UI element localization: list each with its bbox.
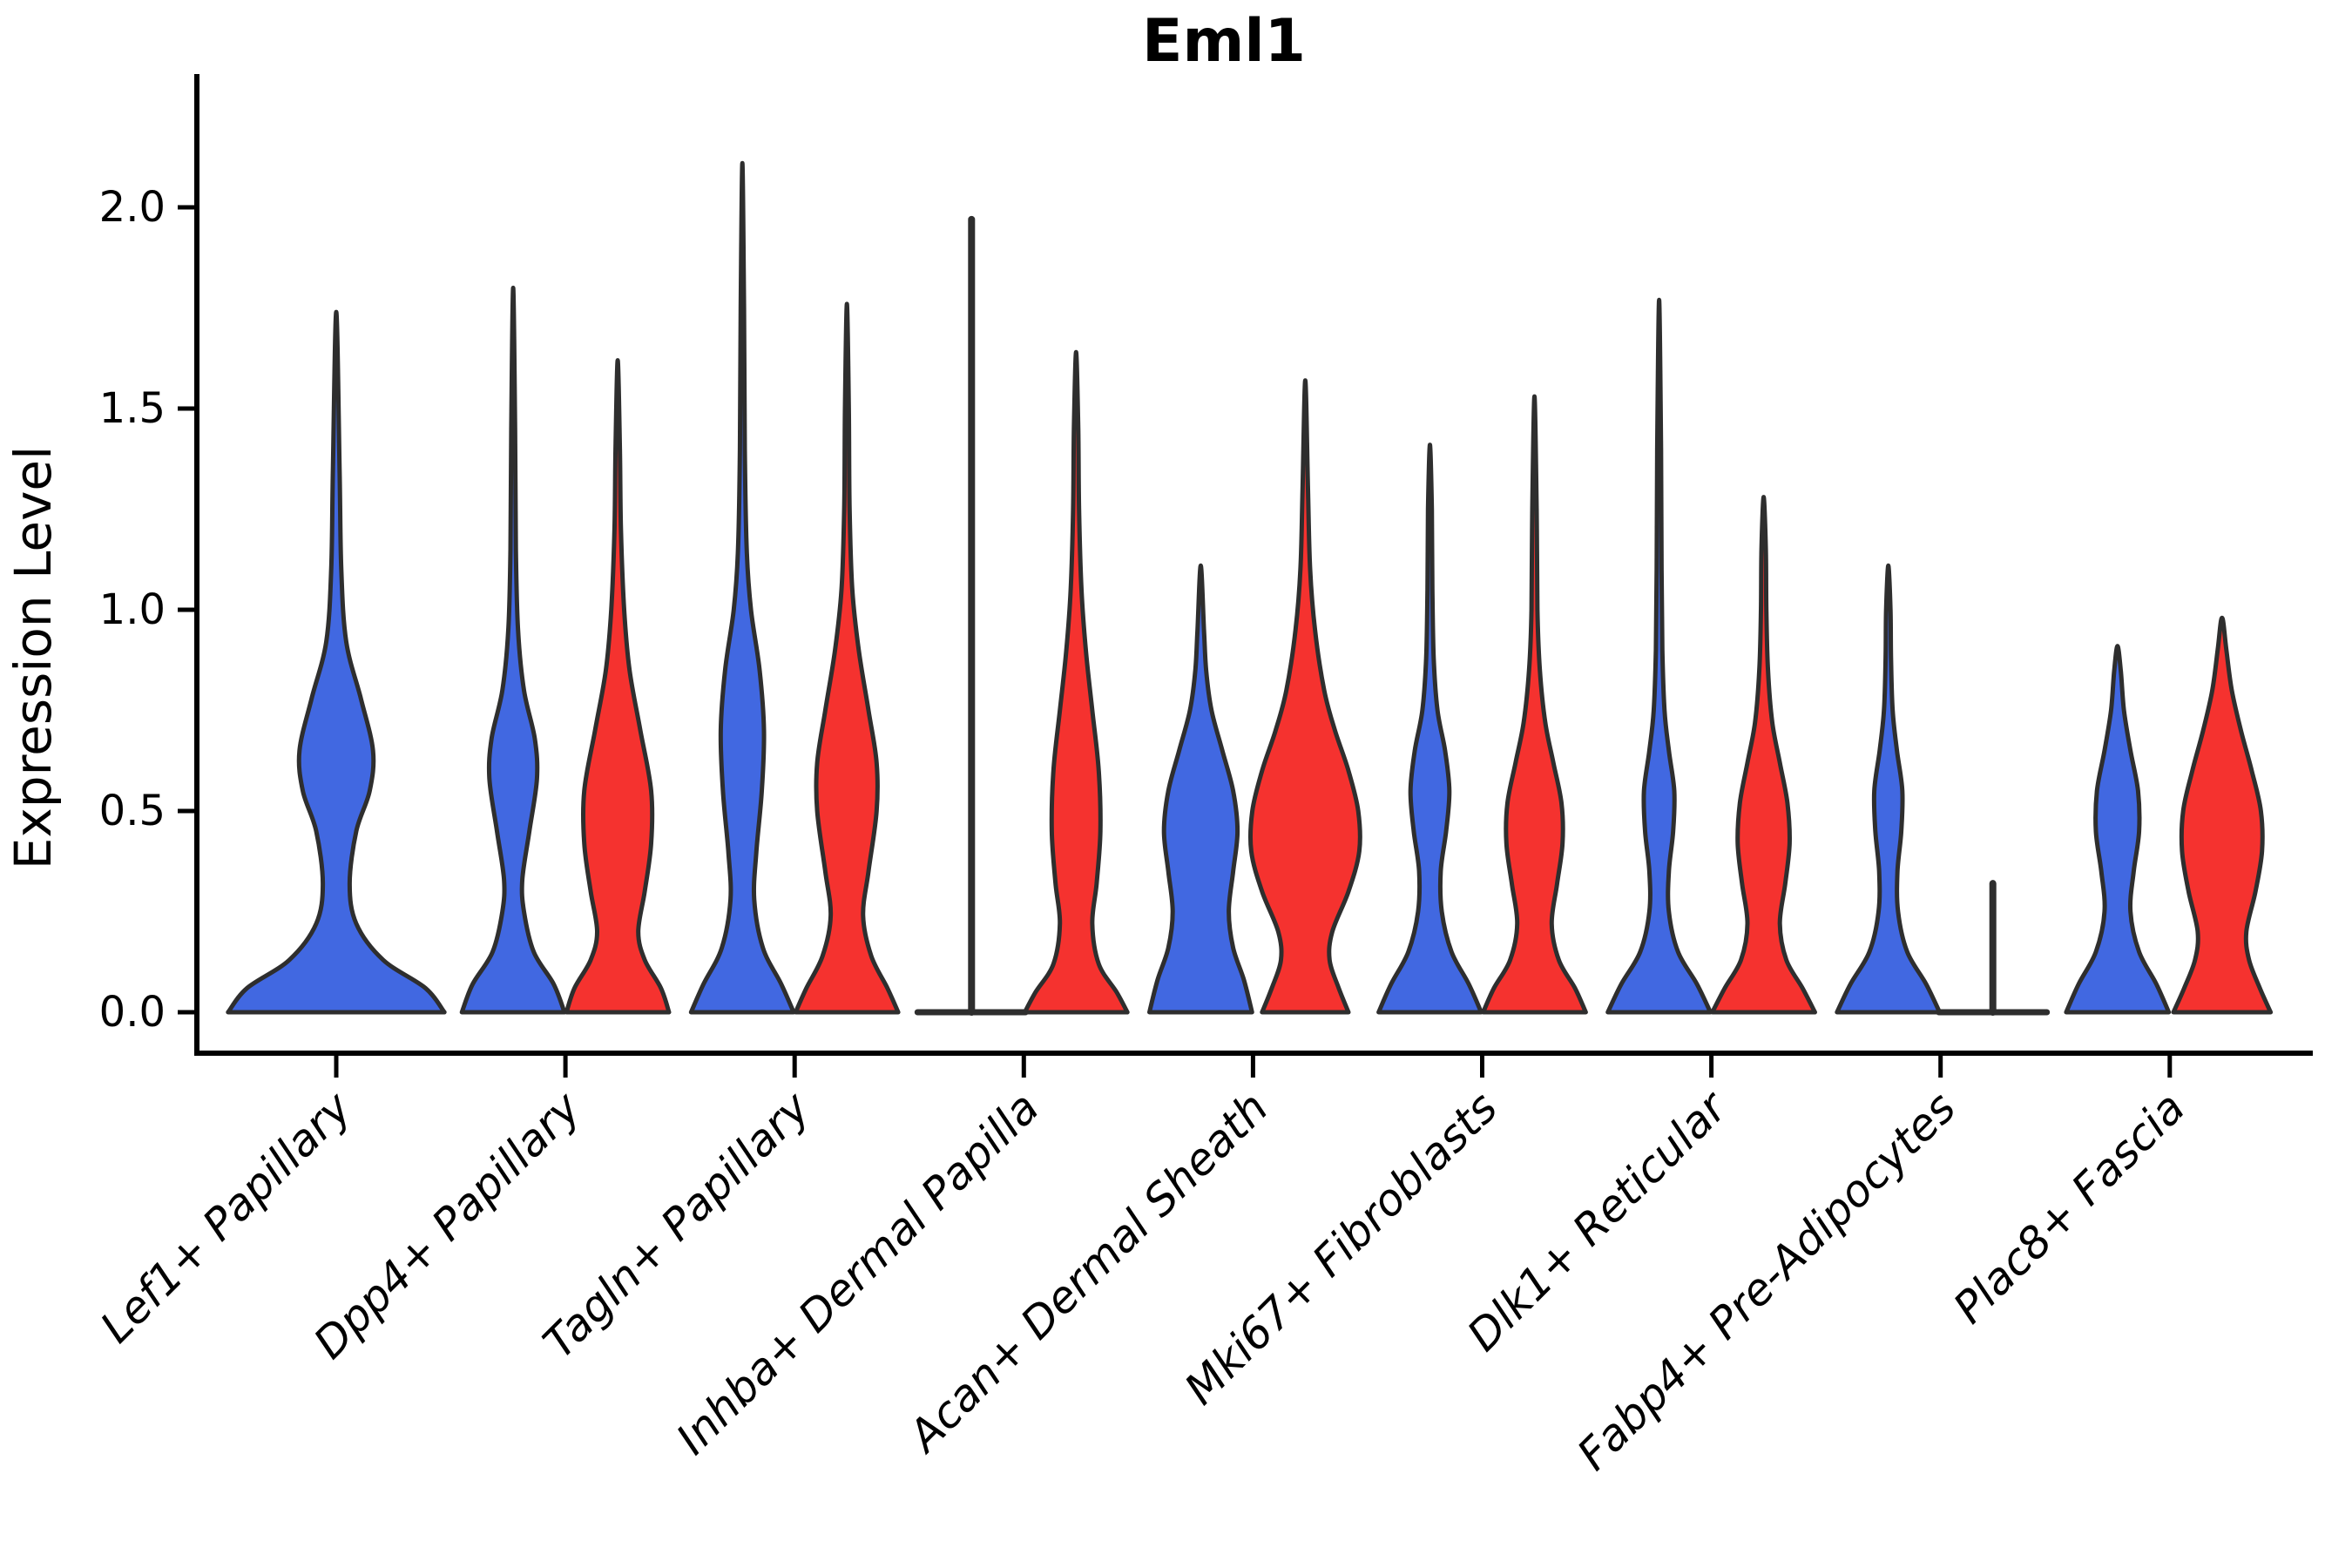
violin-6-blue [1605,297,1713,1015]
y-tick-label: 0.0 [99,988,166,1037]
violin-2-blue [688,160,796,1015]
violin-6-red [1710,495,1817,1015]
violin-5-blue [1376,443,1484,1015]
violin-5-red [1481,394,1588,1015]
violin-8-red [2171,615,2274,1015]
violin-4-red [1247,378,1362,1015]
x-tick-label-0: Lef1+ Papillary [91,1081,362,1352]
y-tick-label: 2.0 [99,183,166,232]
violin-8-blue [2064,644,2172,1015]
y-tick-label: 1.5 [99,384,166,433]
chart-title: Eml1 [1142,7,1306,76]
violin-1-blue [459,285,567,1015]
violin-1-red [564,358,672,1015]
x-tick-label-7: Fabp4+ Pre-Adipocytes [1568,1082,1966,1480]
x-tick-label-4: Acan+ Dermal Sheath [897,1082,1278,1463]
violin-7-blue [1835,563,1943,1015]
y-axis-label: Expression Level [3,446,63,869]
x-tick-label-3: Inhba+ Dermal Papilla [666,1082,1048,1463]
violin-2-red [793,301,901,1015]
y-tick-label: 1.0 [99,585,166,634]
x-tick-label-8: Plac8+ Fascia [1943,1082,2194,1333]
y-tick-label: 0.5 [99,787,166,835]
violin-4-blue [1147,563,1254,1015]
violin-3-red [1022,349,1130,1015]
violin-0-blue [226,309,447,1015]
